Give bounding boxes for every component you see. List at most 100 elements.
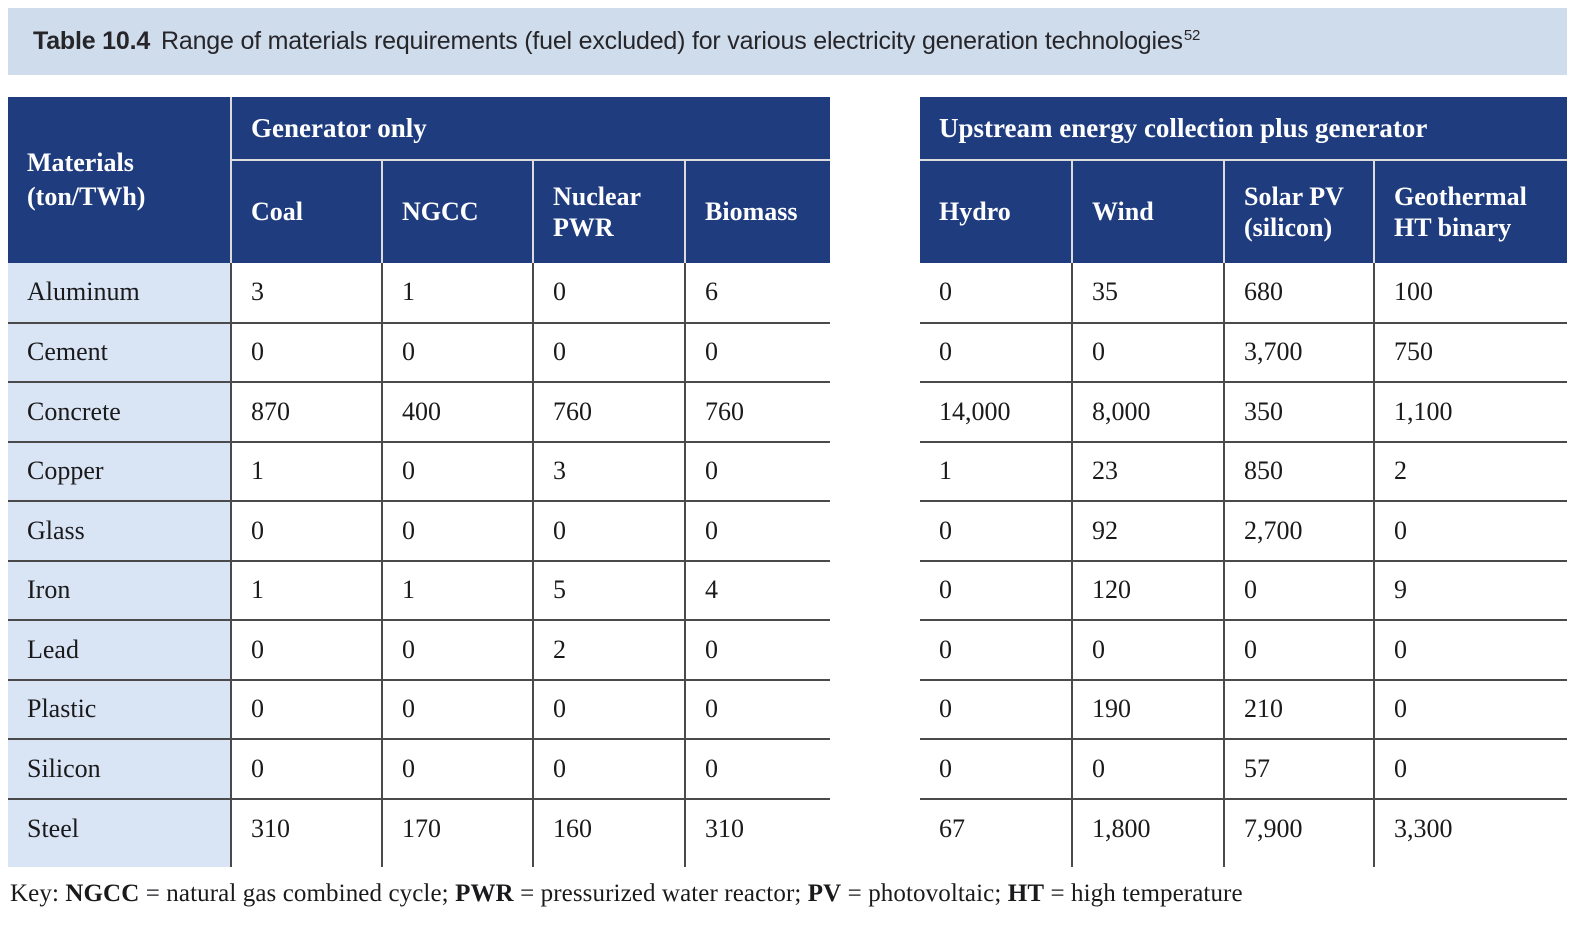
value-cell: 1	[230, 440, 382, 501]
table-row: Concrete 870 400 760 760	[8, 381, 831, 442]
value-cell: 1	[381, 559, 533, 620]
value-cell: 1,100	[1372, 381, 1568, 442]
grid-line-stub	[1223, 858, 1374, 867]
material-label: Concrete	[8, 381, 231, 442]
value-cell: 0	[230, 500, 382, 561]
value-cell: 0	[939, 277, 952, 307]
value-cell: 1	[230, 559, 382, 620]
value-cell: 0	[1223, 619, 1374, 680]
table-row: 0 92 2,700 0	[920, 500, 1568, 561]
value-cell: 0	[230, 619, 382, 680]
column-header-hydro: Hydro	[920, 160, 1072, 263]
footnote-marker: 52	[1183, 26, 1201, 44]
value-cell: 5	[532, 559, 685, 620]
value-cell: 0	[683, 321, 831, 382]
value-cell: 0	[1071, 619, 1224, 680]
grid-line-stub	[381, 858, 533, 867]
key-term-pv: PV	[807, 880, 842, 907]
value-cell: 0	[532, 738, 685, 799]
value-cell: 120	[1071, 559, 1224, 620]
value-cell: 9	[1372, 559, 1568, 620]
value-cell: 0	[683, 738, 831, 799]
table-row: Coal NGCC Nuclear PWR Biomass	[8, 160, 831, 263]
material-label: Silicon	[8, 738, 231, 799]
grid-line-stub	[683, 858, 831, 867]
value-cell: 0	[1372, 500, 1568, 561]
value-cell: 14,000	[920, 381, 1072, 442]
value-cell: 35	[1071, 263, 1224, 323]
key-text: = natural gas combined cycle;	[139, 880, 456, 907]
value-cell: 0	[683, 440, 831, 501]
value-cell: 0	[230, 738, 382, 799]
value-cell: 0	[381, 440, 533, 501]
column-header-wind: Wind	[1071, 160, 1224, 263]
value-cell: 0	[381, 321, 533, 382]
value-cell: 350	[1223, 381, 1374, 442]
value-cell: 3,700	[1223, 321, 1374, 382]
material-label: Plastic	[8, 678, 231, 739]
value-cell: 0	[230, 321, 382, 382]
value-cell: 0	[1223, 559, 1374, 620]
table-row: Silicon 0 0 0 0	[8, 738, 831, 799]
value-cell: 92	[1071, 500, 1224, 561]
table-row: 0 190 210 0	[920, 678, 1568, 739]
value-cell: 0	[920, 738, 1072, 799]
column-header-biomass: Biomass	[683, 160, 831, 263]
value-cell: 0	[532, 263, 685, 323]
value-cell: 0	[1071, 321, 1224, 382]
grid-line-stub	[532, 858, 685, 867]
table-row: Cement 0 0 0 0	[8, 321, 831, 382]
key-term-ht: HT	[1007, 880, 1045, 907]
value-cell: 170	[381, 797, 533, 858]
value-cell: 0	[532, 500, 685, 561]
table-row: Materials (ton/TWh) Generator only	[8, 97, 831, 263]
key-text: = photovoltaic;	[841, 880, 1008, 907]
value-cell: 0	[1372, 738, 1568, 799]
table-row: 0 0 0 0	[920, 619, 1568, 680]
material-label: Aluminum	[8, 263, 231, 323]
value-cell: 310	[683, 797, 831, 858]
grid-line-stub	[1372, 858, 1568, 867]
grid-line-stub	[1071, 858, 1224, 867]
table-row: Iron 1 1 5 4	[8, 559, 831, 620]
value-cell: 0	[381, 619, 533, 680]
material-label: Copper	[8, 440, 231, 501]
value-cell: 870	[230, 381, 382, 442]
grid-line-stub	[8, 858, 231, 867]
value-cell: 0	[683, 619, 831, 680]
material-label: Lead	[8, 619, 231, 680]
column-header-ngcc: NGCC	[381, 160, 533, 263]
value-cell: 750	[1372, 321, 1568, 382]
table-row: 67 1,800 7,900 3,300	[920, 797, 1568, 858]
value-cell: 160	[532, 797, 685, 858]
value-cell: 8,000	[1071, 381, 1224, 442]
value-cell: 6	[683, 263, 831, 323]
value-cell: 0	[920, 321, 1072, 382]
group-header-generator-only: Generator only	[231, 97, 831, 161]
value-cell: 23	[1071, 440, 1224, 501]
value-cell: 0	[230, 678, 382, 739]
value-cell: 2	[1372, 440, 1568, 501]
key-term-pwr: PWR	[455, 880, 514, 907]
value-cell: 1	[920, 440, 1072, 501]
value-cell: 0	[1372, 619, 1568, 680]
value-cell: 310	[230, 797, 382, 858]
column-header-coal: Coal	[230, 160, 382, 263]
corner-header-line1: Materials	[27, 148, 134, 178]
value-cell: 1,800	[1071, 797, 1224, 858]
value-cell: 0	[532, 321, 685, 382]
value-cell: 0	[920, 678, 1072, 739]
value-cell: 0	[920, 559, 1072, 620]
table-row: 0 0 57 0	[920, 738, 1568, 799]
value-cell: 7,900	[1223, 797, 1374, 858]
table-row: Aluminum 3 1 0 6	[8, 263, 831, 323]
table-row: Glass 0 0 0 0	[8, 500, 831, 561]
table-row: Copper 1 0 3 0	[8, 440, 831, 501]
table-row: 0 35 680 100	[920, 263, 1568, 323]
table-row	[920, 858, 1568, 867]
value-cell: 0	[381, 500, 533, 561]
table-row: Steel 310 170 160 310	[8, 797, 831, 858]
table-row: 14,000 8,000 350 1,100	[920, 381, 1568, 442]
value-cell: 1	[381, 263, 533, 323]
grid-line-stub	[230, 858, 382, 867]
